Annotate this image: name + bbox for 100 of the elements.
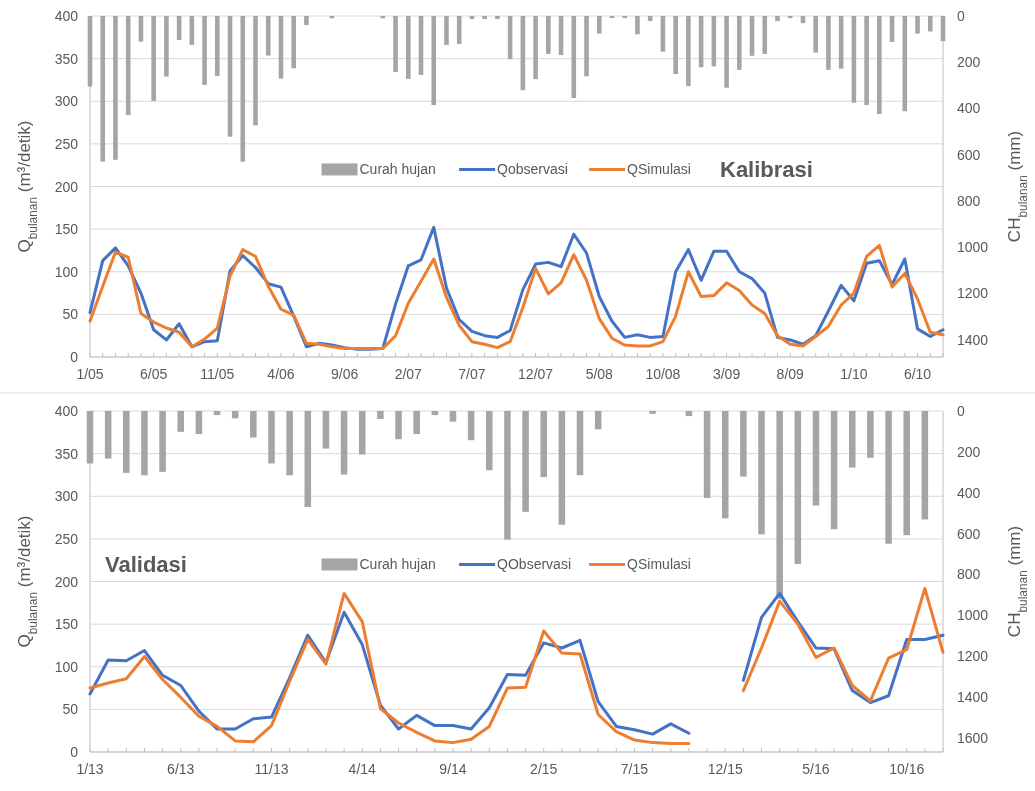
x-tick-label: 8/09 bbox=[776, 366, 805, 382]
bar bbox=[794, 411, 802, 564]
bar bbox=[540, 411, 547, 478]
x-tick-label: 5/16 bbox=[802, 761, 830, 777]
bar bbox=[395, 411, 402, 440]
bar bbox=[151, 16, 156, 101]
x-tick-label: 7/07 bbox=[458, 366, 486, 382]
bar bbox=[340, 411, 348, 475]
y-tick-label: 350 bbox=[54, 445, 79, 462]
bar bbox=[721, 411, 729, 519]
y-tick-label: 350 bbox=[54, 50, 79, 67]
x-tick-label: 10/16 bbox=[889, 761, 925, 777]
legend-label: Curah hujan bbox=[359, 556, 436, 573]
bar bbox=[885, 411, 892, 544]
y-tick-label: 100 bbox=[54, 263, 79, 280]
bar bbox=[826, 16, 831, 70]
x-tick-label: 1/13 bbox=[76, 761, 104, 777]
bar bbox=[456, 16, 462, 44]
bar bbox=[685, 411, 693, 417]
bar bbox=[113, 16, 118, 160]
x-tick-label: 6/05 bbox=[140, 366, 168, 382]
y2-tick-label: 400 bbox=[957, 100, 981, 117]
bar bbox=[686, 16, 691, 87]
bar bbox=[291, 16, 296, 69]
bar bbox=[159, 411, 166, 472]
bar bbox=[253, 16, 258, 126]
bar bbox=[776, 411, 783, 599]
y2-tick-label: 1000 bbox=[957, 239, 989, 256]
bar bbox=[467, 411, 475, 441]
bar bbox=[762, 16, 768, 54]
bar bbox=[177, 411, 185, 432]
y-tick-label: 300 bbox=[54, 93, 79, 110]
line-series bbox=[88, 243, 945, 350]
x-tick-label: 2/15 bbox=[530, 761, 558, 777]
y2-tick-label: 0 bbox=[957, 8, 965, 24]
y2-tick-label: 0 bbox=[957, 403, 965, 419]
bar bbox=[195, 411, 203, 435]
bar bbox=[377, 411, 384, 419]
bar bbox=[322, 411, 330, 449]
bar bbox=[265, 16, 271, 56]
x-tick-label: 9/14 bbox=[439, 761, 467, 777]
bar bbox=[864, 16, 869, 106]
bar bbox=[584, 16, 589, 77]
bar bbox=[164, 16, 169, 77]
bar bbox=[304, 16, 309, 26]
bar bbox=[504, 411, 511, 540]
y2-tick-label: 1400 bbox=[957, 688, 989, 705]
legend-label: QSimulasi bbox=[627, 556, 691, 573]
bar bbox=[724, 16, 729, 88]
text: Validasi bbox=[105, 552, 187, 578]
bar bbox=[635, 16, 640, 35]
bar bbox=[812, 411, 820, 506]
legend-label: Qobservasi bbox=[497, 161, 568, 178]
x-tick-label: 12/15 bbox=[707, 761, 743, 777]
bar bbox=[546, 16, 551, 54]
y-tick-label: 400 bbox=[54, 403, 79, 419]
bar bbox=[240, 16, 246, 162]
y-tick-label: 150 bbox=[54, 616, 79, 633]
x-tick-label: 11/05 bbox=[200, 366, 235, 382]
y2-tick-label: 1400 bbox=[957, 331, 989, 348]
y-tick-label: 150 bbox=[54, 221, 79, 238]
bar bbox=[903, 411, 910, 536]
x-tick-label: 11/13 bbox=[254, 761, 289, 777]
y2-tick-label: 1000 bbox=[957, 607, 989, 624]
bar bbox=[622, 16, 628, 19]
y-tick-label: 250 bbox=[54, 135, 79, 152]
bar bbox=[215, 16, 220, 76]
bar bbox=[649, 411, 656, 414]
bar bbox=[431, 16, 437, 106]
y2-tick-label: 800 bbox=[957, 566, 981, 583]
bar bbox=[268, 411, 275, 464]
bar bbox=[495, 16, 500, 20]
bar bbox=[673, 16, 678, 75]
bar bbox=[533, 16, 538, 80]
x-tick-label: 4/14 bbox=[348, 761, 377, 777]
x-tick-label: 6/13 bbox=[167, 761, 195, 777]
bar bbox=[867, 411, 874, 458]
bar bbox=[703, 411, 711, 498]
bar bbox=[813, 16, 818, 53]
y-tick-label: 0 bbox=[70, 744, 79, 760]
bar bbox=[123, 411, 130, 473]
y2-tick-label: 1200 bbox=[957, 648, 989, 665]
y2-tick-label: 1200 bbox=[957, 285, 989, 302]
x-tick-label: 9/06 bbox=[331, 366, 359, 382]
x-tick-label: 1/05 bbox=[76, 366, 104, 382]
y-tick-label: 200 bbox=[54, 573, 79, 590]
bar bbox=[571, 16, 577, 99]
bar bbox=[740, 411, 747, 477]
bar bbox=[104, 411, 112, 459]
bar bbox=[921, 411, 929, 520]
x-tick-label: 7/15 bbox=[620, 761, 649, 777]
bar bbox=[286, 411, 293, 476]
bar bbox=[927, 16, 933, 32]
bar bbox=[413, 411, 420, 435]
x-tick-label: 3/09 bbox=[712, 366, 741, 382]
legend-label: Curah hujan bbox=[359, 161, 436, 178]
bar bbox=[141, 411, 148, 476]
y-tick-label: 0 bbox=[70, 349, 79, 365]
x-tick-label: 1/10 bbox=[840, 366, 868, 382]
y-tick-label: 100 bbox=[54, 658, 79, 675]
